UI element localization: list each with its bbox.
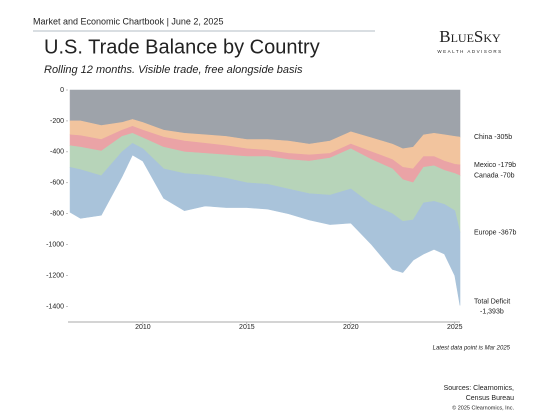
legend-entry: Europe — [474, 229, 497, 236]
y-tick-label: -800 — [50, 211, 64, 218]
x-tick-label: 2015 — [239, 324, 255, 331]
logo: BlueSky — [439, 27, 501, 46]
legend-entry: Mexico — [474, 162, 496, 169]
legend-entry: Canada — [474, 173, 499, 180]
legend-entry: China — [474, 134, 492, 141]
series-end-label: Europe -367b — [474, 229, 517, 236]
x-tick-label: 2025 — [447, 324, 463, 331]
x-tick-label: 2010 — [135, 324, 151, 331]
source: Sources: Clearnomics, — [444, 385, 514, 392]
y-tick-label: -1400 — [46, 303, 64, 310]
chart-title: U.S. Trade Balance by Country — [44, 36, 320, 58]
end-value-label: -367b — [499, 229, 517, 236]
y-tick-label: -1000 — [46, 242, 64, 249]
x-tick-label: 2020 — [343, 324, 359, 331]
series-end-label: Mexico -179b — [474, 162, 516, 169]
header: Market and Economic Chartbook | June 2, … — [33, 16, 223, 26]
end-value-label: -305b — [494, 134, 512, 141]
series-end-label: China -305b — [474, 134, 512, 141]
logo-tagline: WEALTH ADVISORS — [437, 49, 502, 54]
total-value-label: -1,393b — [480, 308, 504, 315]
chart-subtitle: Rolling 12 months. Visible trade, free a… — [44, 64, 303, 76]
total-label: Total Deficit — [474, 298, 510, 305]
y-tick-label: -400 — [50, 149, 64, 156]
y-tick-label: -600 — [50, 180, 64, 187]
y-tick-label: 0 — [60, 87, 64, 94]
end-value-label: -179b — [498, 162, 516, 169]
y-tick-label: -1200 — [46, 272, 64, 279]
source: Census Bureau — [466, 395, 514, 402]
area-band — [69, 143, 461, 306]
end-value-label: -70b — [500, 173, 514, 180]
series-end-label: Canada -70b — [474, 173, 515, 180]
y-tick-label: -200 — [50, 118, 64, 125]
footnote: Latest data point is Mar 2025 — [433, 346, 511, 352]
copyright: © 2025 Clearnomics, Inc. — [452, 404, 514, 411]
